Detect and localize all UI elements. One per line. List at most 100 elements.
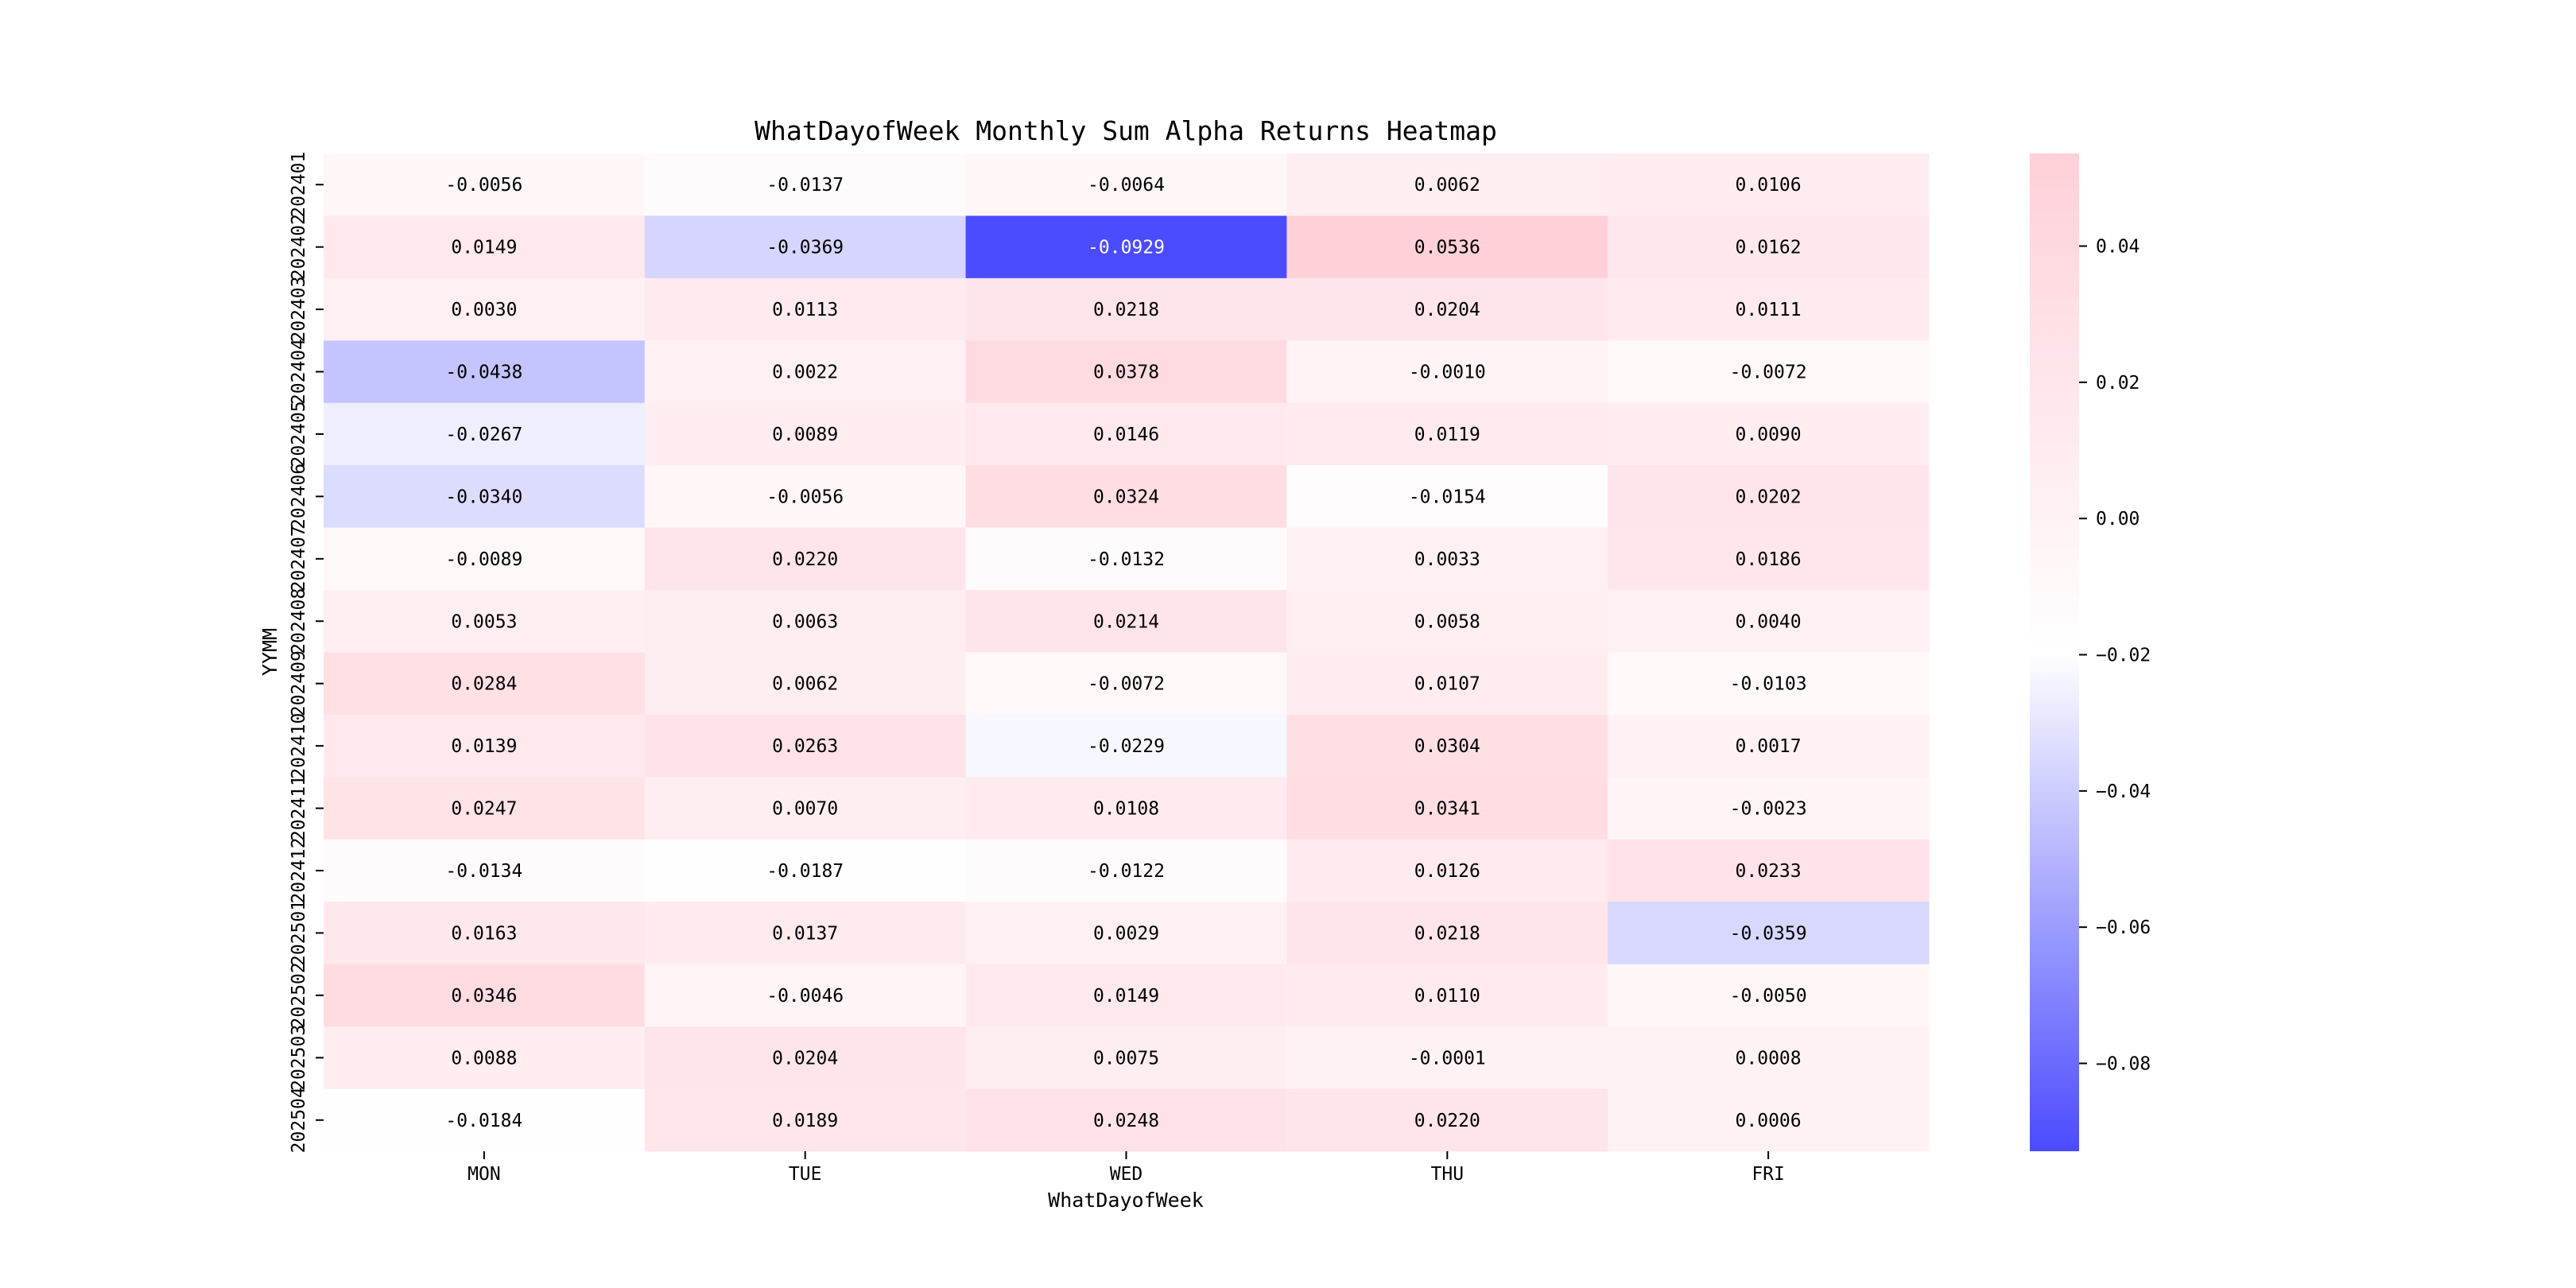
heatmap-cell bbox=[644, 1026, 967, 1090]
heatmap-cell bbox=[965, 777, 1287, 840]
colorbar-tick-label: −0.06 bbox=[2096, 918, 2151, 938]
heatmap-cell bbox=[1286, 1026, 1608, 1090]
heatmap-cell bbox=[644, 839, 967, 902]
y-tick-label: 202409 bbox=[289, 650, 309, 716]
heatmap-cell bbox=[324, 340, 646, 404]
heatmap-cell bbox=[1608, 277, 1930, 341]
x-tick-label: MON bbox=[467, 1164, 501, 1185]
x-tick-label: WED bbox=[1110, 1164, 1143, 1185]
cell-value-label: 0.0149 bbox=[451, 238, 517, 258]
heatmap-cell bbox=[965, 402, 1287, 466]
heatmap-cell bbox=[644, 1088, 967, 1152]
cell-value-label: 0.0107 bbox=[1414, 674, 1480, 695]
heatmap-cell bbox=[965, 652, 1287, 716]
heatmap-cell bbox=[1286, 714, 1608, 778]
x-tick-label: THU bbox=[1431, 1164, 1465, 1185]
heatmap-cell bbox=[324, 402, 646, 466]
heatmap-cell bbox=[324, 277, 646, 341]
cell-value-label: 0.0022 bbox=[772, 363, 838, 383]
heatmap-cell bbox=[644, 465, 967, 529]
heatmap-cells: -0.0056 -0.0137 -0.0064 0.0062 0.0106 0.0149 -… bbox=[324, 153, 1930, 1152]
heatmap-cell bbox=[965, 902, 1287, 965]
heatmap-cell bbox=[1286, 777, 1608, 840]
cell-value-label: 0.0113 bbox=[772, 300, 838, 320]
heatmap-cell bbox=[1608, 527, 1930, 591]
cell-value-label: 0.0119 bbox=[1414, 425, 1480, 445]
cell-value-label: 0.0247 bbox=[451, 799, 517, 820]
cell-value-label: -0.0103 bbox=[1730, 674, 1807, 695]
cell-value-label: -0.0072 bbox=[1730, 363, 1807, 383]
heatmap-cell bbox=[1608, 714, 1930, 778]
cell-value-label: 0.0090 bbox=[1736, 425, 1802, 445]
heatmap-cell bbox=[324, 714, 646, 778]
heatmap-cell bbox=[965, 590, 1287, 653]
y-tick-label: 202501 bbox=[289, 900, 309, 966]
heatmap-cell bbox=[965, 964, 1287, 1027]
cell-value-label: -0.0089 bbox=[445, 549, 522, 570]
cell-value-label: 0.0089 bbox=[772, 425, 838, 445]
cell-value-label: 0.0106 bbox=[1736, 175, 1802, 196]
y-tick-label: 202503 bbox=[289, 1025, 309, 1091]
cell-value-label: 0.0070 bbox=[772, 799, 838, 820]
y-axis: 2024012024022024032024042024052024062024… bbox=[289, 152, 324, 1153]
cell-value-label: -0.0359 bbox=[1730, 923, 1807, 944]
cell-value-label: 0.0218 bbox=[1093, 300, 1159, 320]
cell-value-label: -0.0154 bbox=[1409, 487, 1486, 507]
heatmap-cell bbox=[1608, 340, 1930, 404]
cell-value-label: 0.0088 bbox=[451, 1048, 517, 1069]
y-tick-label: 202504 bbox=[289, 1087, 309, 1153]
y-axis-label: YYMM bbox=[258, 628, 281, 676]
heatmap-cell bbox=[324, 902, 646, 965]
cell-value-label: -0.0369 bbox=[766, 238, 844, 258]
cell-value-label: 0.0263 bbox=[772, 736, 838, 757]
heatmap-cell bbox=[644, 714, 967, 778]
cell-value-label: -0.0438 bbox=[445, 363, 522, 383]
heatmap-cell bbox=[644, 777, 967, 840]
heatmap-cell bbox=[1608, 652, 1930, 716]
heatmap-cell bbox=[644, 652, 967, 716]
y-tick-label: 202410 bbox=[289, 713, 309, 779]
heatmap-cell bbox=[324, 1026, 646, 1090]
cell-value-label: 0.0110 bbox=[1414, 986, 1480, 1007]
cell-value-label: 0.0204 bbox=[772, 1048, 838, 1069]
heatmap-cell bbox=[1286, 277, 1608, 341]
heatmap-cell bbox=[1286, 964, 1608, 1027]
heatmap-cell bbox=[324, 527, 646, 591]
colorbar-tick-label: 0.02 bbox=[2096, 373, 2140, 394]
cell-value-label: 0.0137 bbox=[772, 923, 838, 944]
heatmap-cell bbox=[324, 215, 646, 279]
cell-value-label: 0.0033 bbox=[1414, 549, 1480, 570]
cell-value-label: -0.0056 bbox=[445, 175, 522, 196]
heatmap-cell bbox=[1608, 964, 1930, 1027]
heatmap-cell bbox=[965, 1088, 1287, 1152]
heatmap-cell bbox=[324, 465, 646, 529]
heatmap-cell bbox=[965, 215, 1287, 279]
heatmap-cell bbox=[1608, 153, 1930, 216]
cell-value-label: -0.0229 bbox=[1088, 736, 1165, 757]
heatmap-cell bbox=[965, 277, 1287, 341]
cell-value-label: 0.0202 bbox=[1736, 487, 1802, 507]
colorbar-tick-label: 0.04 bbox=[2096, 237, 2140, 258]
cell-value-label: -0.0064 bbox=[1088, 175, 1165, 196]
heatmap-cell bbox=[644, 402, 967, 466]
heatmap-cell bbox=[644, 527, 967, 591]
cell-value-label: 0.0346 bbox=[451, 986, 517, 1007]
cell-value-label: -0.0072 bbox=[1088, 674, 1165, 695]
cell-value-label: 0.0162 bbox=[1736, 238, 1802, 258]
heatmap-cell bbox=[1286, 215, 1608, 279]
cell-value-label: -0.0267 bbox=[445, 425, 522, 445]
y-tick-label: 202401 bbox=[289, 152, 309, 218]
cell-value-label: 0.0378 bbox=[1093, 363, 1159, 383]
heatmap-cell bbox=[1286, 527, 1608, 591]
cell-value-label: 0.0189 bbox=[772, 1111, 838, 1131]
cell-value-label: 0.0030 bbox=[451, 300, 517, 320]
cell-value-label: -0.0056 bbox=[766, 487, 844, 507]
cell-value-label: -0.0001 bbox=[1409, 1048, 1486, 1069]
heatmap-cell bbox=[1608, 215, 1930, 279]
heatmap-cell bbox=[1286, 340, 1608, 404]
colorbar-tick-label: −0.02 bbox=[2096, 645, 2151, 665]
cell-value-label: 0.0204 bbox=[1414, 300, 1480, 320]
cell-value-label: 0.0063 bbox=[772, 611, 838, 632]
cell-value-label: 0.0053 bbox=[451, 611, 517, 632]
cell-value-label: 0.0126 bbox=[1414, 861, 1480, 882]
